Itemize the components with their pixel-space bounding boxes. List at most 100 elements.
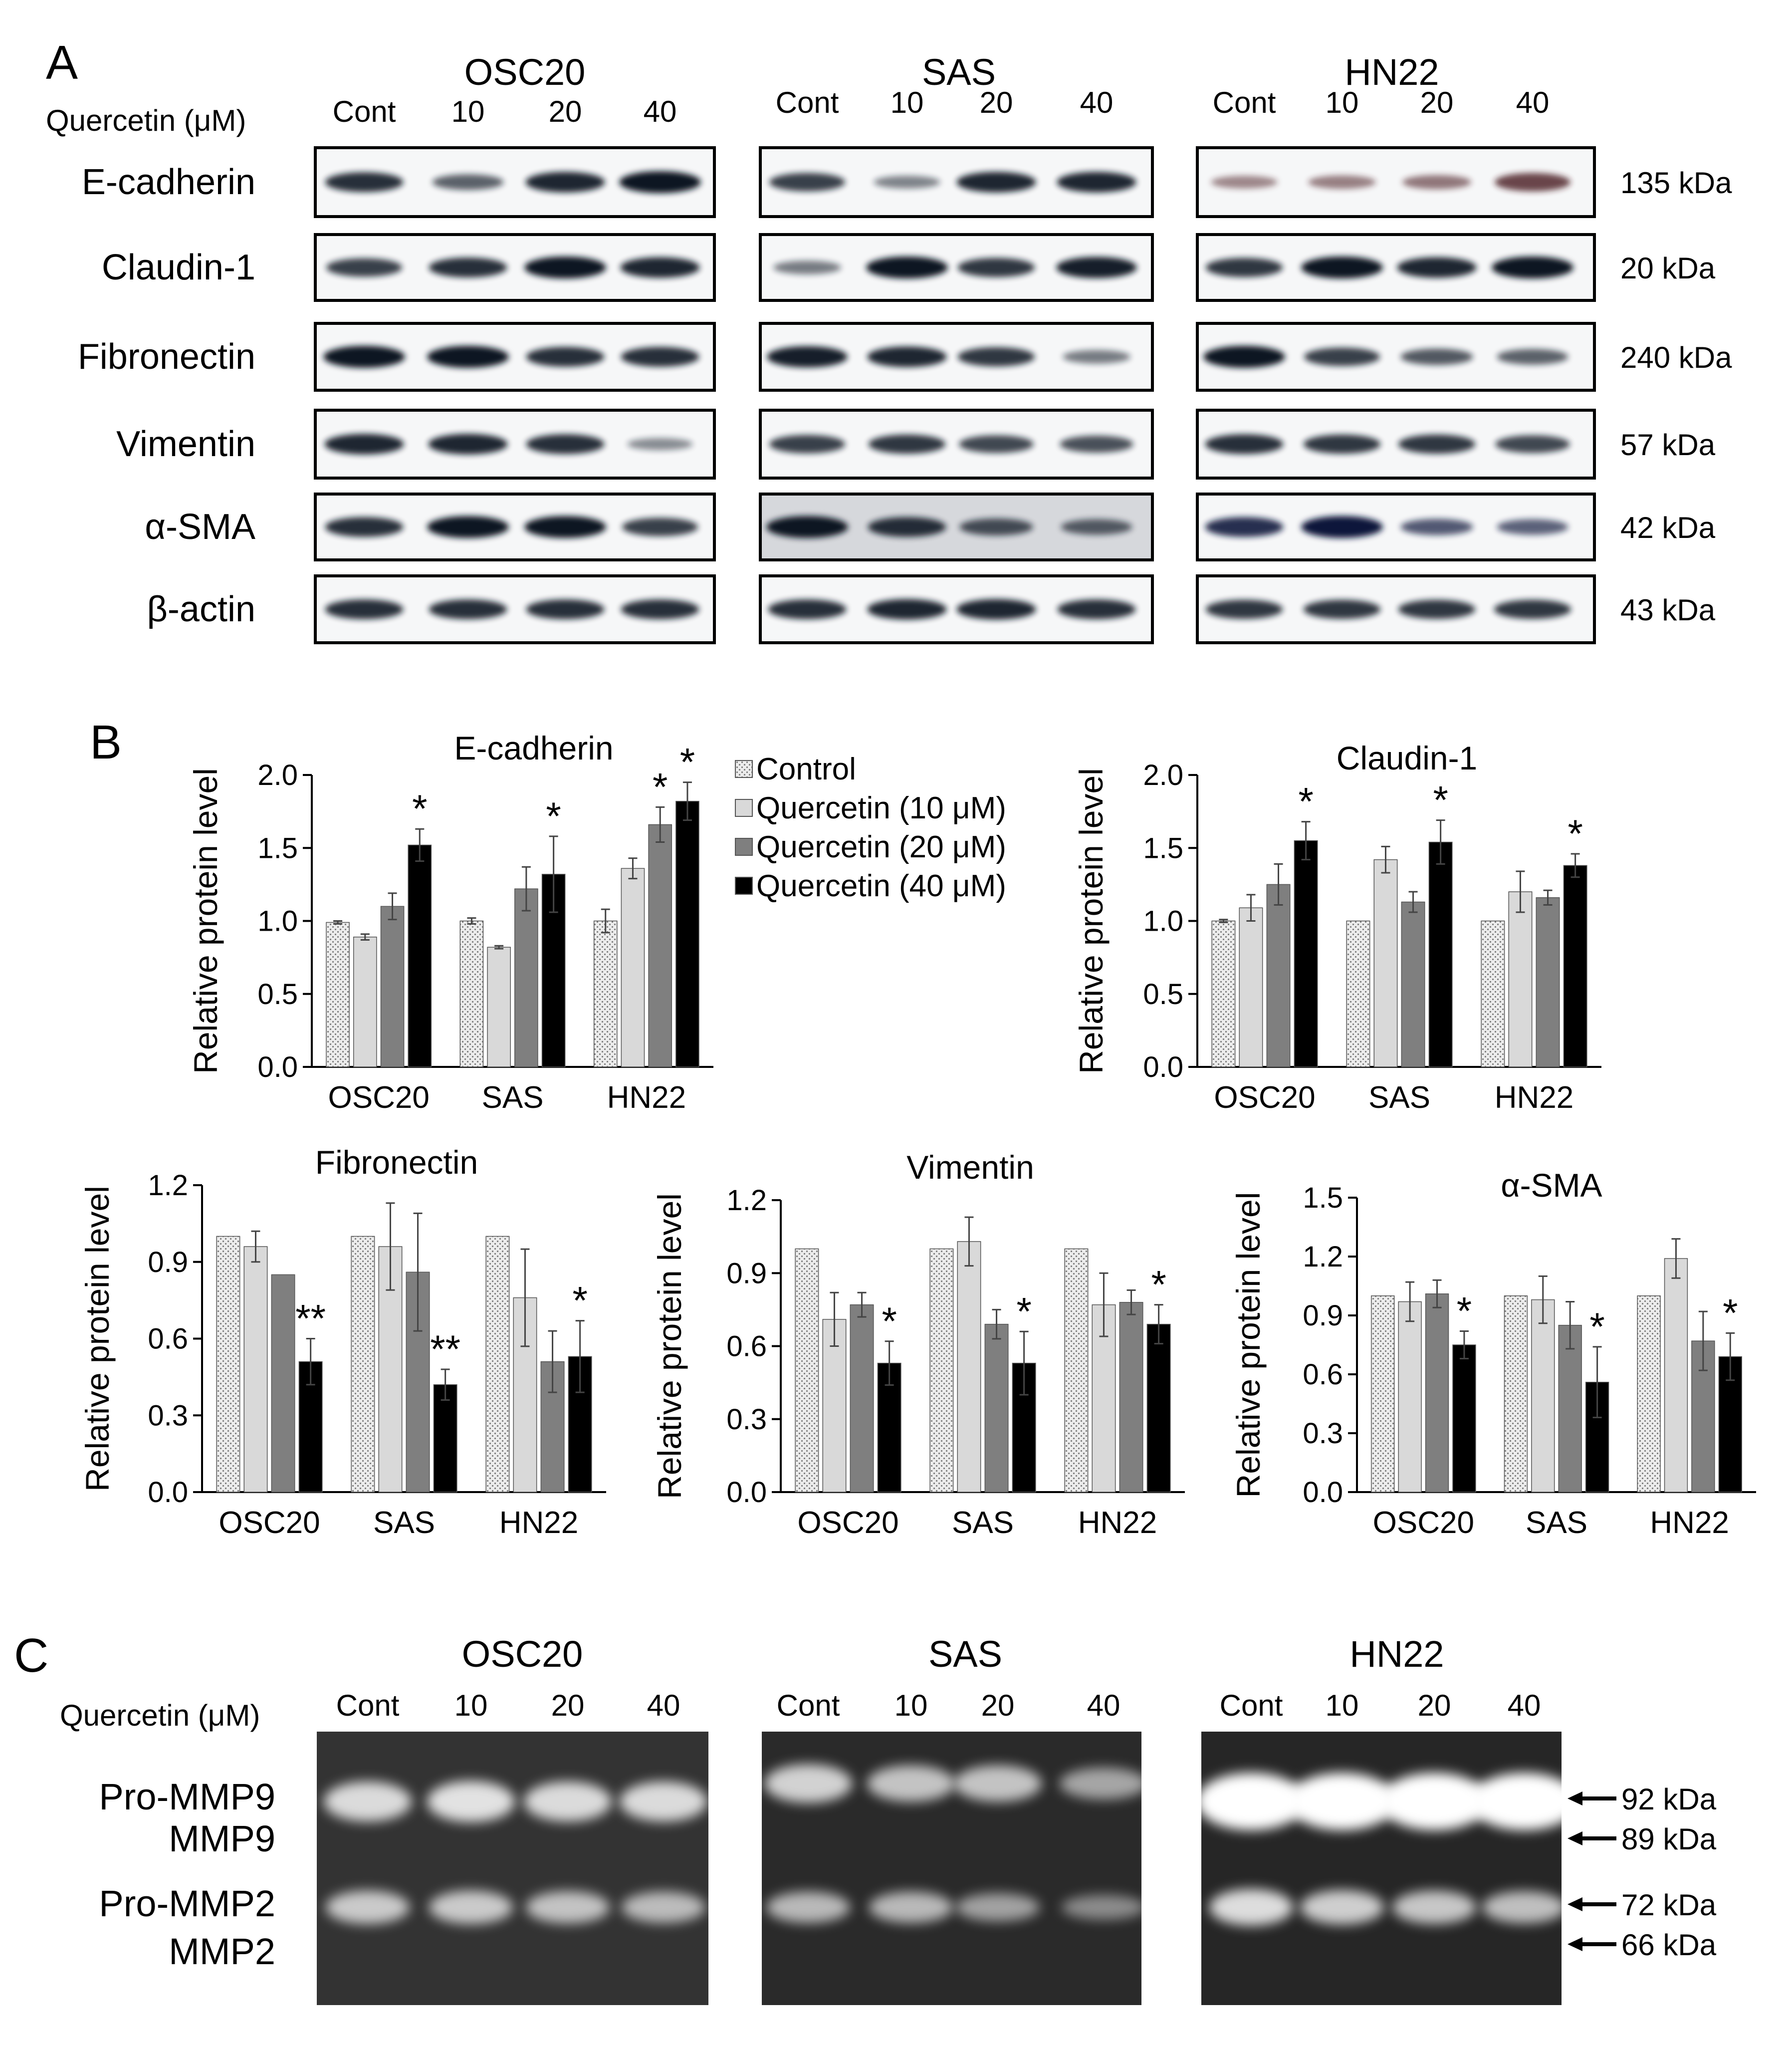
bar-sas-quercetin-20-m [514,888,538,1067]
legend-label-quercetin-40-m: Quercetin (40 μM) [756,869,1006,903]
panel-c-lane-osc20-40: 40 [647,1689,680,1722]
band-fibronectin-sas-10 [867,346,947,367]
panel-c-lane-sas-40: 40 [1087,1689,1120,1722]
band-sma-osc20-10 [427,516,509,538]
chart-claudin-1: 0.0 0.5 1.0 1.5 2.0 Claudin-1 Relative protein… [1073,740,1601,1115]
band-pro-mmp9-hn22-cont [1196,1773,1306,1830]
band-e-cadherin-hn22-20 [1402,175,1472,190]
band-sma-sas-cont [766,516,848,538]
band-sma-hn22-40 [1497,519,1568,535]
significance-marker: * [1723,1290,1738,1334]
y-tick-label: 0.0 [1143,1051,1183,1083]
y-tick-label: 0.9 [148,1246,188,1278]
x-tick-label-osc20: OSC20 [797,1506,898,1540]
legend-label-control: Control [756,752,856,786]
band-claudin-1-osc20-20 [524,256,606,278]
legend-swatch-quercetin-10-m [735,799,753,817]
x-tick-label-hn22: HN22 [1650,1506,1729,1540]
band-claudin-1-osc20-40 [620,257,700,278]
panel-a-letter: A [46,36,78,89]
band-e-cadherin-sas-20 [956,172,1036,193]
band-pro-mmp9-hn22-40 [1469,1773,1579,1830]
y-tick-label: 0.6 [148,1323,188,1355]
band-vimentin-sas-cont [769,435,846,454]
band-label-mmp2: MMP2 [169,1931,275,1972]
size-marker-89-kda: 89 kDa [1621,1822,1717,1856]
panel-c-band-labels: Pro-MMP9 MMP9 Pro-MMP2 MMP2 [99,1776,275,1972]
blot-e-cadherin-hn22 [1196,146,1596,218]
band-fibronectin-hn22-10 [1304,347,1380,366]
panel-b-charts: 0.0 0.5 1.0 1.5 2.0 E-cadherin Relative protei… [79,730,1756,1540]
y-tick-label: 0.3 [726,1403,767,1436]
y-tick-label: 0.5 [257,978,298,1011]
bar-hn22-quercetin-20-m [540,1361,565,1493]
band-pro-mmp2-sas-20 [956,1893,1040,1921]
size-marker-92-kda: 92 kDa [1621,1783,1717,1816]
chart-title: Vimentin [906,1149,1034,1186]
chart-title: Claudin-1 [1337,740,1478,776]
bar-osc20-control [326,922,350,1067]
band-sma-sas-20 [959,518,1033,536]
bar-osc20-control [1211,920,1236,1067]
bar-sas-quercetin-20-m [1401,901,1425,1067]
band-fibronectin-osc20-10 [427,346,509,368]
size-marker-66-kda: 66 kDa [1621,1928,1717,1962]
bar-sas-control [929,1248,954,1493]
y-axis-label: Relative protein level [651,1193,688,1499]
x-tick-label-osc20: OSC20 [219,1506,320,1540]
band-actin-hn22-cont [1205,599,1283,619]
panel-a-lane-osc20-40: 40 [644,95,677,128]
blot-vimentin-osc20 [314,409,716,480]
significance-marker: * [1298,779,1313,823]
band-vimentin-hn22-cont [1205,434,1284,454]
arrow-92-kda [1568,1791,1616,1805]
band-fibronectin-osc20-cont [323,346,405,368]
band-fibronectin-hn22-20 [1400,348,1473,365]
bar-sas-quercetin-40-m [433,1384,457,1493]
bar-sas-quercetin-20-m [984,1323,1009,1493]
panel-c-cell-line-osc20: OSC20 [462,1633,583,1675]
y-tick-label: 0.0 [148,1476,188,1509]
band-e-cadherin-osc20-20 [525,172,605,193]
band-fibronectin-hn22-cont [1203,346,1285,368]
panel-c-lane-sas-10: 10 [895,1689,928,1722]
bar-osc20-quercetin-40-m [408,844,432,1067]
legend-swatch-quercetin-20-m [735,838,753,856]
panel-c-lane-hn22-20: 20 [1418,1689,1451,1722]
panel-a-protein-labels: E-cadherin Claudin-1 Fibronectin Vimentin α-… [78,162,255,629]
bar-sas-quercetin-10-m [487,947,511,1067]
band-fibronectin-sas-20 [957,347,1035,367]
panel-a-lane-sas-10: 10 [891,86,924,119]
y-tick-label: 1.0 [1143,905,1183,938]
band-pro-mmp9-sas-cont [764,1764,852,1803]
bar-hn22-control [1637,1295,1661,1493]
panel-c-letter: C [14,1629,48,1682]
band-e-cadherin-hn22-10 [1308,175,1376,189]
band-pro-mmp2-hn22-10 [1300,1890,1384,1925]
panel-c-size-markers: 92 kDa 89 kDa 72 kDa 66 kDa [1568,1783,1717,1962]
legend-label-quercetin-20-m: Quercetin (20 μM) [756,830,1006,864]
bar-hn22-quercetin-20-m [1536,897,1560,1067]
gel-hn22 [1196,1732,1579,2005]
band-pro-mmp9-sas-20 [954,1765,1042,1802]
panel-c-treatment-label: Quercetin (μM) [60,1699,260,1732]
bar-sas-quercetin-40-m [1428,841,1453,1067]
x-tick-label-osc20: OSC20 [1214,1080,1315,1115]
band-actin-osc20-20 [526,599,605,619]
panel-a-size-claudin-1: 20 kDa [1620,252,1716,285]
panel-c-lane-osc20-cont: Cont [336,1689,400,1722]
panel-a-lane-hn22-20: 20 [1420,86,1454,119]
blot-claudin-1-hn22 [1196,233,1596,302]
band-pro-mmp2-sas-10 [869,1891,953,1923]
band-actin-hn22-40 [1494,599,1571,619]
blot-fibronectin-osc20 [314,322,716,392]
blot-sma-sas [759,493,1154,561]
bar-sas-control [1346,920,1370,1067]
significance-marker: * [1433,778,1448,822]
bar-hn22-quercetin-40-m [1146,1323,1171,1493]
y-tick-label: 0.6 [1303,1358,1343,1391]
panel-a: A Quercetin (μM) OSC20 SAS HN22 Cont 10 20… [46,36,1732,644]
band-claudin-1-sas-40 [1056,256,1137,278]
band-vimentin-osc20-20 [526,434,605,454]
bar-hn22-quercetin-40-m [1563,865,1587,1067]
